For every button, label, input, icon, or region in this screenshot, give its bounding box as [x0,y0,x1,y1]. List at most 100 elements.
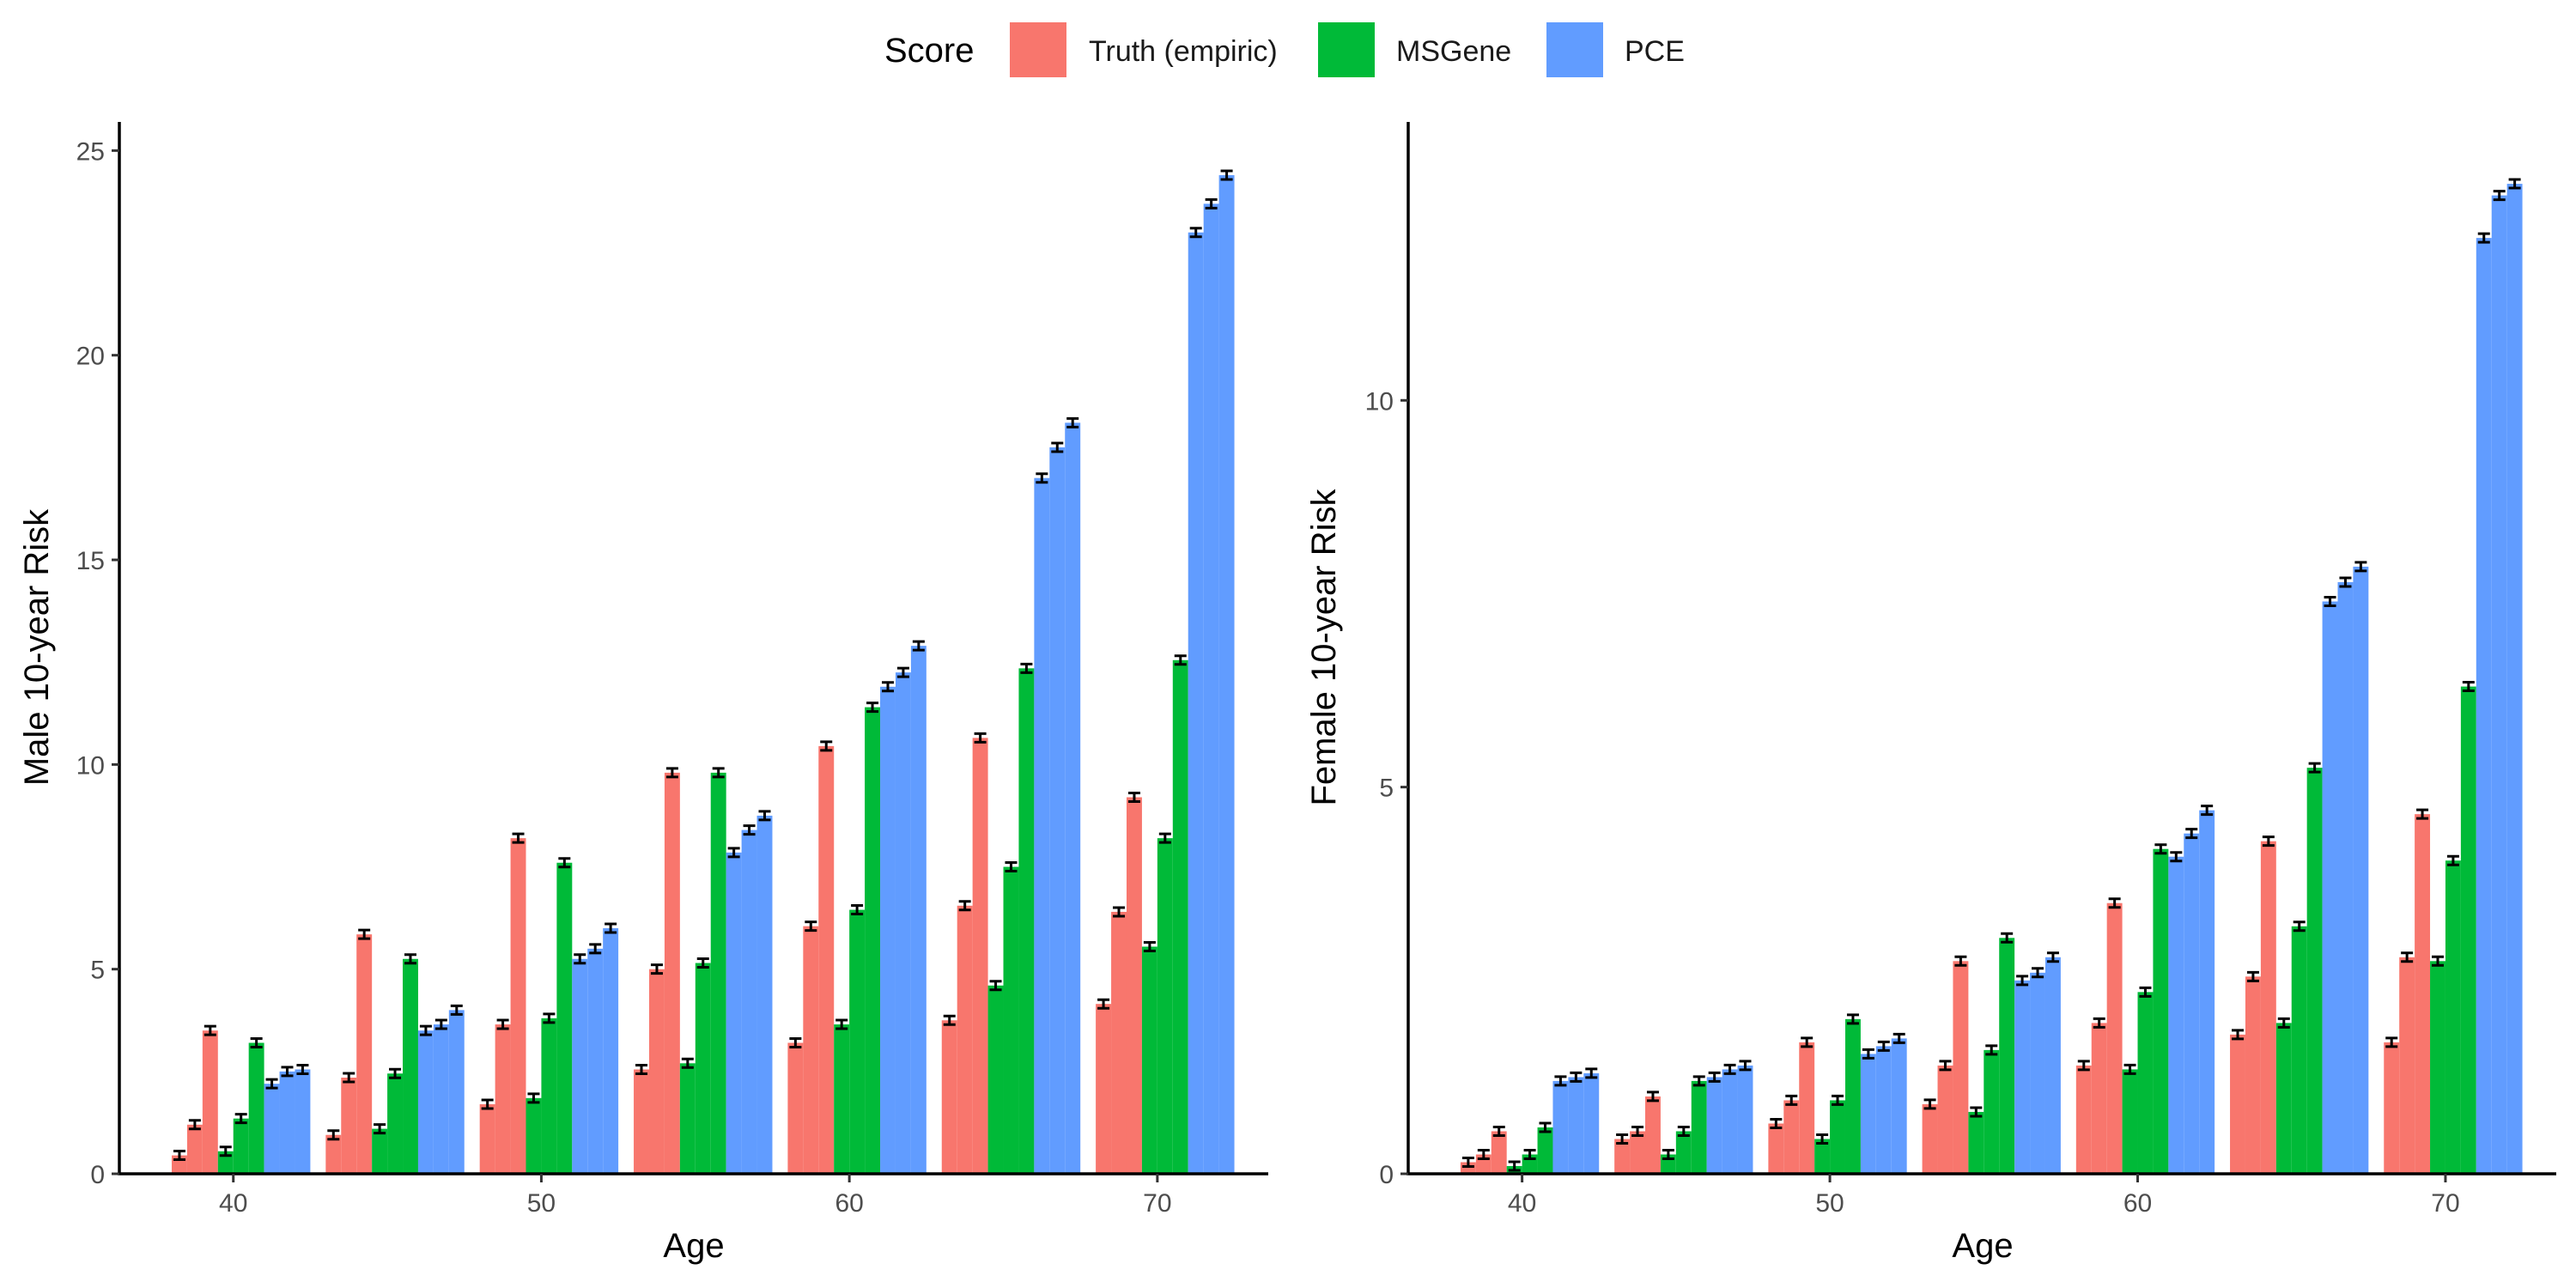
error-bar [1523,1148,1536,1160]
bar-pce [1188,232,1204,1175]
bar-msgene [1814,1139,1831,1174]
bar-truth [787,1042,804,1174]
legend-label-truth: Truth (empiric) [1089,35,1278,68]
error-bar [696,957,709,969]
y-tick-label: 5 [90,957,105,985]
female-bars [1460,184,2523,1175]
error-bar [481,1098,494,1110]
error-bar [1739,1060,1752,1072]
error-bar [2201,805,2214,817]
error-bar [265,1078,278,1090]
bar-pce [587,948,604,1174]
error-bar [419,1024,432,1036]
bar-pce [2184,833,2200,1174]
bar-pce [2044,957,2061,1174]
error-bar [1477,1148,1490,1160]
bar-pce [1875,1046,1892,1174]
error-bar [1554,1075,1567,1087]
bar-truth [1768,1123,1784,1174]
bar-pce [2030,972,2045,1174]
error-bar [1020,662,1033,674]
bar-msgene [2122,1069,2138,1174]
bar-pce [2168,856,2184,1174]
error-bar [820,740,833,752]
bar-pce [1737,1065,1753,1174]
y-tick-label: 20 [76,343,105,371]
error-bar [1616,1133,1629,1145]
error-bar [204,1024,216,1036]
female-x-ticks: 40 50 60 70 [1508,1174,2460,1218]
bar-msgene [248,1042,264,1174]
bar-truth [325,1134,342,1174]
y-tick-label: 15 [76,547,105,575]
error-bar [2432,955,2444,967]
legend-swatch-msgene [1318,22,1375,77]
bar-truth [957,905,973,1174]
error-bar [789,1036,802,1048]
bar-truth [1953,961,1969,1174]
bar-msgene [2153,848,2169,1174]
bar-pce [1568,1077,1584,1174]
bar-pce [910,646,927,1174]
bar-pce [1860,1054,1876,1174]
legend-swatch-truth [1010,22,1066,77]
error-bar [2446,854,2459,866]
error-bar [1662,1148,1674,1160]
y-tick-label: 0 [90,1161,105,1189]
bar-truth [1460,1162,1476,1174]
legend: Score Truth (empiric) MSGene PCE [884,22,1685,77]
bar-truth [2415,814,2431,1174]
error-bar [727,847,740,859]
error-bar [1785,1094,1798,1106]
error-bar [1893,1032,1905,1044]
error-bar [1127,791,1140,803]
error-bar [943,1014,956,1026]
bar-msgene [217,1151,234,1174]
error-bar [250,1036,263,1048]
error-bar [450,1004,463,1016]
bar-pce [1034,477,1050,1174]
bar-msgene [1537,1127,1553,1174]
bar-truth [495,1024,511,1174]
bar-truth [1937,1065,1953,1174]
error-bar [2246,970,2259,982]
bar-truth [1491,1131,1507,1174]
bar-msgene [1172,659,1188,1174]
bar-msgene [541,1018,557,1174]
error-bar [1832,1094,1844,1106]
bar-msgene [849,909,866,1174]
bar-truth [1096,1004,1112,1174]
bar-msgene [1003,866,1019,1174]
male-x-ticks: 40 50 60 70 [219,1174,1172,1218]
bar-msgene [1018,668,1035,1174]
bar-truth [2399,957,2415,1174]
error-bar [1113,906,1126,918]
error-bar [2385,1036,2398,1048]
bar-pce [1891,1038,1907,1174]
bar-msgene [2275,1023,2292,1174]
error-bar [681,1057,694,1069]
bar-pce [433,1024,449,1174]
error-bar [296,1063,309,1075]
error-bar [2232,1029,2245,1041]
error-bar [389,1067,402,1079]
bar-pce [2014,980,2031,1174]
error-bar [912,640,925,652]
legend-label-msgene: MSGene [1396,35,1511,68]
error-bar [1985,1044,1998,1056]
error-bar [1708,1071,1721,1083]
error-bar [958,900,971,912]
error-bar [851,904,864,916]
legend-title: Score [884,32,975,70]
error-bar [2139,986,2152,998]
error-bar [589,943,602,955]
error-bar [1646,1091,1659,1103]
error-bar [1205,197,1218,210]
error-bar [327,1129,340,1141]
error-bar [665,767,678,779]
bar-msgene [2306,768,2323,1174]
error-bar [512,832,525,844]
bar-msgene [1691,1080,1707,1174]
error-bar [1723,1063,1736,1075]
